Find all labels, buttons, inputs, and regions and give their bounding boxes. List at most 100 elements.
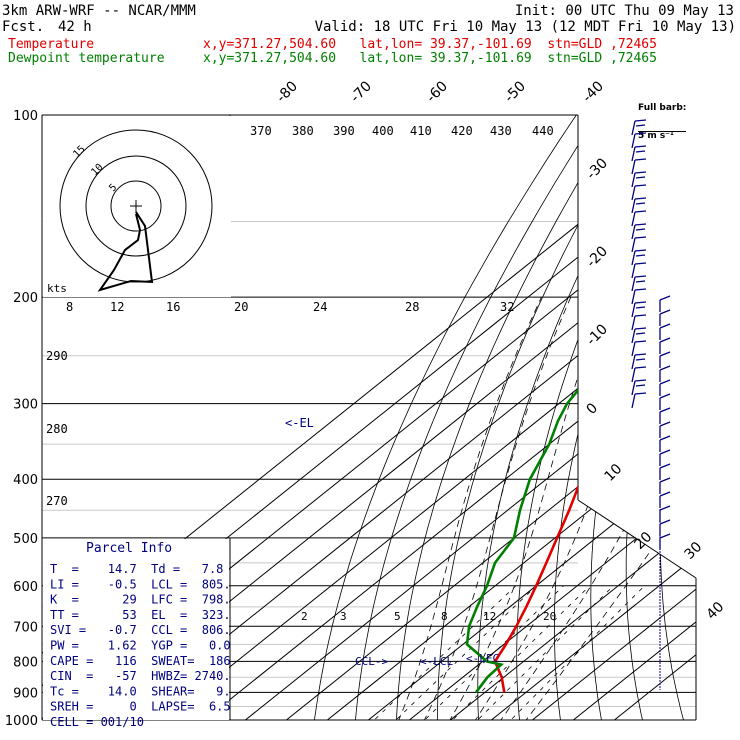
wind-barb-flag <box>659 337 671 343</box>
isotherm-line <box>106 115 696 720</box>
dry-adiabat <box>516 115 683 720</box>
wind-barb <box>631 132 647 149</box>
wind-barb-flag <box>634 210 647 213</box>
parcel-info-row: LI = -0.5 LCL = 805. <box>50 577 231 591</box>
wind-barb-shaft <box>631 185 636 201</box>
frame-diagonal <box>577 499 697 579</box>
isotherm-label: -80 <box>274 78 301 105</box>
mixing-ratio-line <box>411 585 564 720</box>
wind-barb-flag <box>634 288 647 291</box>
hodograph-units-label: kts <box>47 282 67 295</box>
el-marker: <-EL <box>285 416 314 430</box>
pressure-label: 100 <box>13 109 38 124</box>
wind-barb-shaft <box>631 354 636 370</box>
wind-barb-flag <box>659 435 671 441</box>
isotherm-line <box>147 115 696 720</box>
dry-adiabat-label: 410 <box>410 124 432 138</box>
isotherm-line <box>393 115 696 720</box>
wind-barb-shaft <box>631 380 636 396</box>
wind-barb <box>659 477 671 494</box>
wind-barb <box>659 505 671 522</box>
wind-barb-shaft <box>631 198 636 214</box>
pressure-label: 900 <box>13 686 38 701</box>
wind-barb <box>659 379 671 396</box>
wind-barb-flag <box>634 353 647 356</box>
parcel-info-row: PW = 1.62 YGP = 0.0 <box>50 639 231 653</box>
wind-barb <box>659 491 671 508</box>
hodograph-speed-label: 12 <box>110 300 124 314</box>
wind-barb-flag <box>634 340 647 343</box>
mixing-ratio-label: 12 <box>483 610 496 623</box>
temperature-legend: Temperature <box>8 37 95 52</box>
dewpoint-location: x,y=371.27,504.60 lat,lon= 39.37,-101.69… <box>203 51 657 66</box>
dry-adiabat-label: 370 <box>250 124 272 138</box>
parcel-info-row: CAPE = 116 SWEAT= 186 <box>50 654 231 668</box>
hodograph-panel <box>43 116 231 298</box>
pressure-label: 200 <box>13 291 38 306</box>
full-barb-label: Full barb: <box>638 103 687 113</box>
wind-barb <box>659 435 671 452</box>
mixing-ratio-label: 20 <box>543 610 556 623</box>
mixing-ratio-label: 8 <box>441 610 448 623</box>
full-barb-units: 5 m s⁻¹ <box>638 131 687 141</box>
wind-barb-shaft <box>631 211 636 227</box>
dry-adiabat-label: 270 <box>46 494 68 508</box>
dry-adiabat-label: 400 <box>372 124 394 138</box>
parcel-info-title: Parcel Info <box>86 541 172 556</box>
wind-barb <box>631 288 647 305</box>
wind-barb-flag <box>659 491 671 497</box>
wind-barb-flag <box>634 262 647 265</box>
wind-barb <box>659 421 671 438</box>
mixing-ratio-label: 3 <box>340 610 347 623</box>
moist-adiabat <box>516 296 696 720</box>
mixing-ratio-lines: 2 3 5 8 12 20 <box>301 585 645 720</box>
wind-barb <box>631 184 647 201</box>
isotherm-line <box>434 115 696 720</box>
dry-adiabat <box>625 115 696 720</box>
wind-barb-shaft <box>631 172 636 188</box>
wind-barb <box>631 327 647 344</box>
wind-barb <box>659 407 671 424</box>
isotherm-label: -70 <box>348 78 375 105</box>
wind-barb <box>631 340 647 357</box>
isotherm-label: -10 <box>584 321 611 348</box>
wind-barb <box>631 314 647 331</box>
isotherm-label: 40 <box>704 599 728 623</box>
wind-barb-shaft <box>631 250 636 266</box>
dry-adiabat-label: 420 <box>451 124 473 138</box>
wind-barb-flag <box>635 254 646 257</box>
wind-barb-flag <box>635 280 646 283</box>
wind-barb-flag <box>634 366 647 369</box>
wind-barb-flag <box>659 379 671 385</box>
wind-barb-flag <box>659 519 671 525</box>
wind-barb-flag <box>635 332 646 335</box>
wind-barb-flag <box>634 392 647 395</box>
hodograph-ring <box>85 155 187 257</box>
forecast-hour: 42 h <box>58 19 92 35</box>
hodograph-trace <box>97 211 154 292</box>
init-time: Init: 00 UTC Thu 09 May 13 <box>514 3 734 19</box>
isotherm-line <box>598 115 696 720</box>
wind-barb-shaft <box>631 224 636 240</box>
hodograph-ring <box>110 180 162 232</box>
wind-barb <box>659 351 671 368</box>
moist-adiabat <box>442 296 608 720</box>
wind-barb-flag <box>635 202 646 205</box>
wind-barb-shaft <box>631 276 636 292</box>
hodograph-speed-label: 8 <box>66 300 73 314</box>
wind-barb <box>659 519 671 536</box>
hodograph-speed-label: 28 <box>405 300 419 314</box>
isotherm-label: -30 <box>584 155 611 182</box>
isotherm-label: -60 <box>424 78 451 105</box>
wind-barb <box>631 392 647 409</box>
wind-barb-shaft <box>631 159 636 175</box>
full-barb-legend: Full barb: 5 m s⁻¹ <box>638 86 687 150</box>
parcel-info-panel <box>43 538 229 720</box>
wind-barb <box>659 533 671 550</box>
wind-barb-flag <box>634 119 647 122</box>
wind-barb-flag <box>659 505 671 511</box>
mixing-ratio-label: 2 <box>301 610 308 623</box>
parcel-info-box: Parcel Info T = 14.7 Td = 7.8LI = -0.5 LC… <box>43 537 231 729</box>
dry-adiabat-label: 390 <box>333 124 355 138</box>
